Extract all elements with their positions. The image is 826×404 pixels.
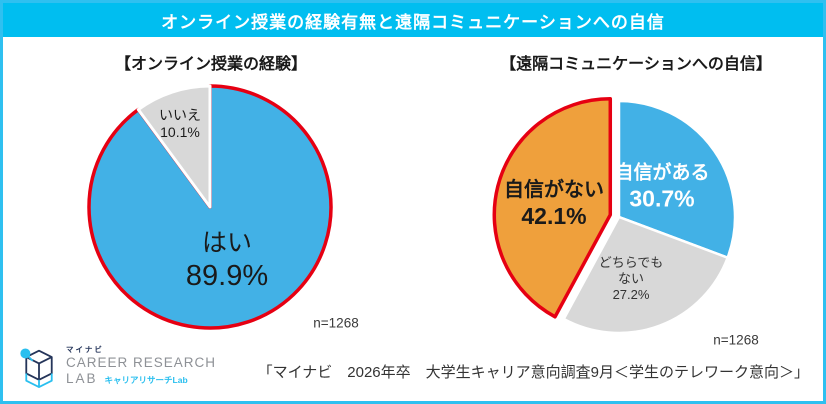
page-title: オンライン授業の経験有無と遠隔コミュニケーションへの自信 bbox=[161, 12, 665, 32]
slice-percent: 30.7% bbox=[629, 185, 695, 212]
slice-label-text: どちらでも ない bbox=[598, 255, 664, 287]
left-chart-title: 【オンライン授業の経験】 bbox=[114, 56, 308, 73]
slice-percent: 42.1% bbox=[521, 203, 587, 230]
source-citation: 「マイナビ 2026年卒 大学生キャリア意向調査9月＜学生のテレワーク意向＞」 bbox=[257, 364, 809, 381]
slice-label-text: 自信がある bbox=[614, 162, 710, 184]
pie-slice bbox=[617, 99, 737, 259]
sample-size-left: n=1268 bbox=[313, 315, 359, 331]
mynavi-cube-logo-icon bbox=[20, 348, 53, 388]
pie-slice bbox=[492, 97, 613, 319]
pie-online-class-experience bbox=[87, 84, 333, 330]
logo-dot bbox=[20, 348, 31, 359]
slice-percent: 27.2% bbox=[612, 286, 650, 302]
logo-subtitle: キャリアリサーチLab bbox=[104, 375, 188, 386]
slice-label-neither: どちらでも ない 27.2% bbox=[592, 255, 670, 303]
slice-percent: 89.9% bbox=[185, 259, 269, 292]
logo-line2: LAB bbox=[66, 371, 98, 387]
slice-percent: 10.1% bbox=[160, 124, 200, 140]
pie-remote-communication-confidence bbox=[492, 97, 737, 335]
slice-label-confident: 自信がある 30.7% bbox=[614, 161, 709, 212]
slice-label-yes: はい 89.9% bbox=[186, 228, 268, 294]
pie-slice bbox=[136, 84, 212, 209]
title-banner: オンライン授業の経験有無と遠隔コミュニケーションへの自信 bbox=[3, 3, 823, 37]
slice-label-text: 自信がない bbox=[504, 178, 604, 201]
right-chart-title: 【遠隔コミュニケーションへの自信】 bbox=[500, 56, 772, 73]
pie-charts-canvas bbox=[87, 84, 737, 335]
sample-size-right: n=1268 bbox=[713, 332, 759, 348]
slice-label-text: はい bbox=[201, 229, 253, 258]
slice-label-not-confident: 自信がない 42.1% bbox=[504, 178, 604, 230]
career-research-lab-logo: マイナビ CAREER RESEARCH LAB キャリアリサーチLab bbox=[19, 344, 216, 392]
slice-label-text: いいえ bbox=[159, 106, 201, 123]
slice-label-no: いいえ 10.1% bbox=[159, 107, 201, 141]
logo-brand-small: マイナビ bbox=[66, 345, 104, 354]
pie-slice bbox=[562, 215, 729, 335]
logo-text: マイナビ CAREER RESEARCH LAB キャリアリサーチLab bbox=[66, 344, 216, 387]
logo-line1: CAREER RESEARCH bbox=[66, 355, 217, 371]
